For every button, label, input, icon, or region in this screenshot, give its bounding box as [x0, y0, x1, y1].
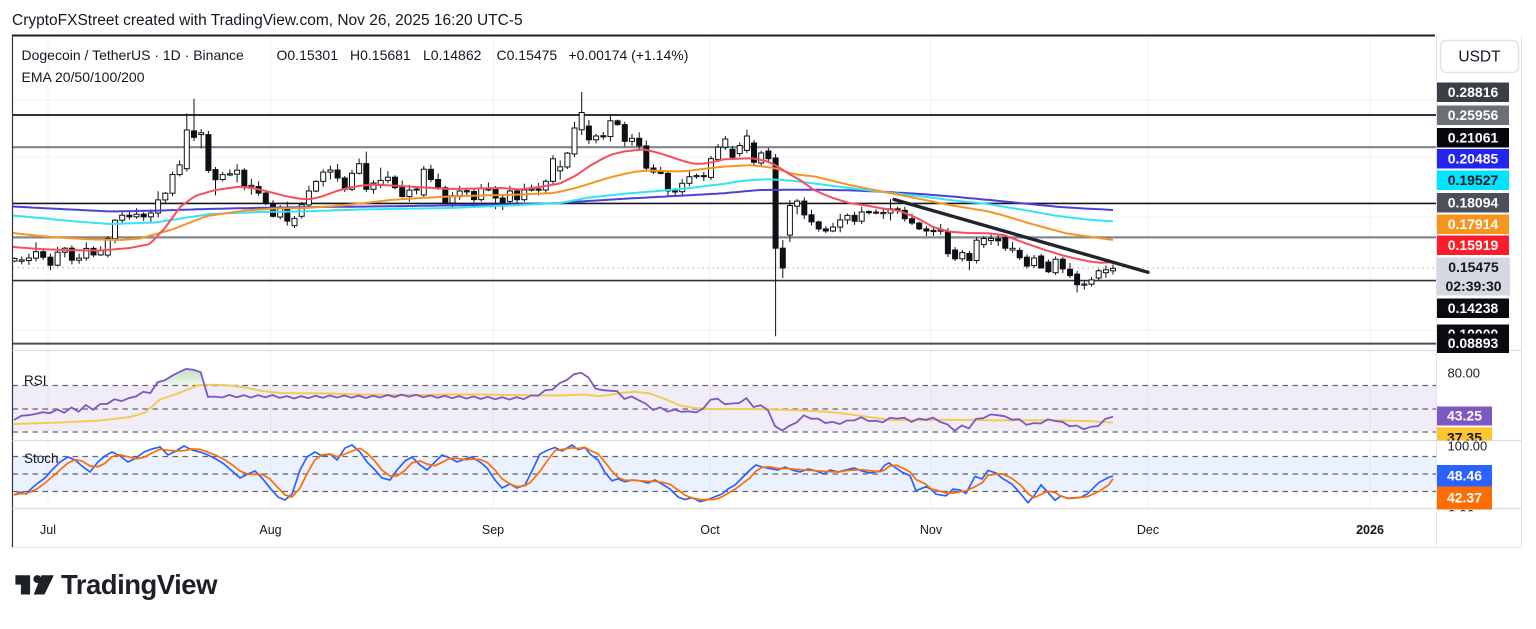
svg-text:48.46: 48.46: [1447, 467, 1482, 483]
svg-text:0.21061: 0.21061: [1448, 129, 1499, 145]
svg-text:0.20485: 0.20485: [1448, 150, 1499, 166]
svg-text:0.00: 0.00: [1448, 507, 1474, 522]
svg-text:Oct: Oct: [700, 523, 720, 537]
svg-text:0.25956: 0.25956: [1448, 107, 1499, 123]
svg-text:Dec: Dec: [1137, 523, 1159, 537]
svg-text:TradingView: TradingView: [61, 569, 218, 600]
svg-text:EMA 20/50/100/200: EMA 20/50/100/200: [22, 69, 145, 85]
svg-text:0.14238: 0.14238: [1448, 300, 1499, 316]
svg-text:37.35: 37.35: [1447, 430, 1482, 446]
svg-text:100.00: 100.00: [1448, 439, 1488, 454]
svg-text:0.15919: 0.15919: [1448, 237, 1499, 253]
svg-text:USDT: USDT: [1458, 49, 1501, 66]
svg-text:Dogecoin / TetherUS · 1D · Bin: Dogecoin / TetherUS · 1D · Binance: [22, 47, 245, 63]
svg-text:02:39:30: 02:39:30: [1445, 278, 1501, 294]
svg-text:Jul: Jul: [40, 523, 56, 537]
svg-text:42.37: 42.37: [1447, 490, 1482, 506]
svg-text:C0.15475: C0.15475: [497, 47, 558, 63]
svg-text:H0.15681: H0.15681: [350, 47, 411, 63]
svg-text:0.18094: 0.18094: [1448, 194, 1499, 210]
svg-text:0.15475: 0.15475: [1448, 259, 1499, 275]
svg-text:43.25: 43.25: [1447, 408, 1482, 424]
svg-text:L0.14862: L0.14862: [423, 47, 482, 63]
svg-text:Aug: Aug: [259, 523, 281, 537]
svg-text:Sep: Sep: [482, 523, 504, 537]
svg-text:2026: 2026: [1356, 523, 1384, 537]
svg-text:+0.00174 (+1.14%): +0.00174 (+1.14%): [569, 47, 689, 63]
svg-text:Stoch: Stoch: [24, 451, 59, 466]
svg-text:CryptoFXStreet created with Tr: CryptoFXStreet created with TradingView.…: [12, 12, 523, 29]
svg-text:0.19527: 0.19527: [1448, 172, 1499, 188]
svg-text:Nov: Nov: [920, 523, 943, 537]
svg-text:0.17914: 0.17914: [1448, 216, 1499, 232]
svg-text:0.08893: 0.08893: [1448, 335, 1499, 351]
svg-text:0.28816: 0.28816: [1448, 84, 1499, 100]
svg-text:80.00: 80.00: [1448, 366, 1481, 381]
svg-text:RSI: RSI: [24, 373, 47, 388]
svg-text:O0.15301: O0.15301: [277, 47, 339, 63]
